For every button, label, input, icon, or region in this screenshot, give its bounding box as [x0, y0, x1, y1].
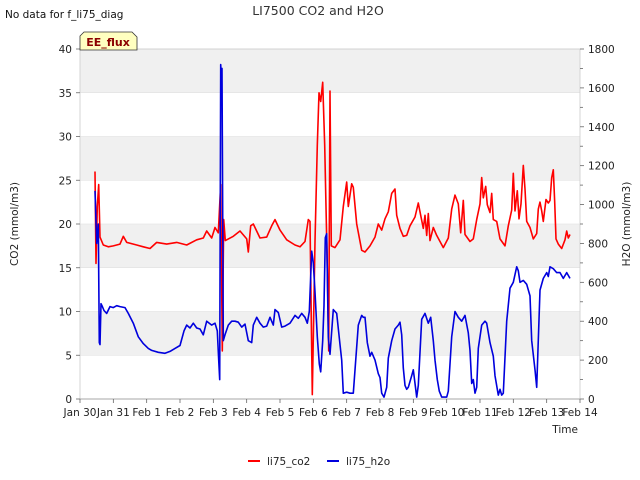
y2-tick-label: 1400	[588, 122, 615, 134]
y-tick-label: 15	[59, 263, 72, 275]
y-tick-label: 0	[65, 394, 72, 406]
x-axis-label: Time	[551, 424, 578, 436]
y2-tick-label: 1000	[588, 200, 615, 212]
y-tick-label: 30	[59, 132, 72, 144]
legend: li75_co2 li75_h2o	[248, 456, 390, 468]
no-data-note: No data for f_li75_diag	[5, 9, 123, 21]
y-tick-label: 40	[59, 44, 72, 56]
y-tick-label: 5	[65, 350, 72, 362]
x-tick-label: Feb 6	[299, 407, 328, 419]
x-tick-label: Jan 31	[96, 407, 130, 419]
chart-title: LI7500 CO2 and H2O	[252, 3, 384, 18]
x-tick-label: Feb 1	[132, 407, 161, 419]
series-layer	[94, 63, 571, 398]
y2-tick-label: 200	[588, 355, 608, 367]
y-tick-label: 25	[59, 175, 72, 187]
y-tick-label: 10	[59, 307, 72, 319]
y-tick-label: 35	[59, 88, 72, 100]
y2-tick-label: 400	[588, 316, 608, 328]
x-tick-label: Feb 14	[562, 407, 598, 419]
x-tick-label: Feb 4	[232, 407, 261, 419]
x-tick-label: Feb 11	[462, 407, 497, 419]
y-axis-label: CO2 (mmol/m3)	[9, 182, 21, 266]
plot-area	[79, 48, 581, 400]
ee-flux-badge: EE_flux	[79, 31, 138, 51]
x-tick-label: Feb 12	[496, 407, 531, 419]
x-tick-label: Feb 10	[429, 407, 464, 419]
x-tick-label: Feb 7	[332, 407, 361, 419]
y2-tick-label: 1600	[588, 83, 615, 95]
y2-axis-label: H2O (mmol/m3)	[621, 182, 633, 267]
x-tick-label: Feb 13	[529, 407, 564, 419]
y2-tick-label: 1200	[588, 161, 615, 173]
x-tick-label: Feb 3	[199, 407, 228, 419]
x-tick-label: Feb 5	[266, 407, 295, 419]
y2-tick-label: 0	[588, 394, 595, 406]
x-axis: Jan 30 Jan 31 Feb 1 Feb 2 Feb 3 Feb 4 Feb 5 Feb…	[63, 398, 598, 419]
badge-label: EE_flux	[86, 36, 130, 49]
y-tick-label: 20	[59, 219, 72, 231]
badge-shape	[79, 31, 138, 51]
x-tick-label: Feb 2	[166, 407, 195, 419]
y2-tick-label: 800	[588, 238, 608, 250]
x-tick-label: Feb 9	[399, 407, 428, 419]
y-axis-left: 0 5 10 15 20 25 30 35 40	[59, 44, 80, 406]
band	[80, 49, 580, 93]
legend-label-h2o: li75_h2o	[346, 456, 390, 468]
y2-tick-label: 600	[588, 277, 608, 289]
series-line-li75_h2o	[94, 63, 571, 398]
x-tick-label: Jan 30	[63, 407, 97, 419]
y-axis-right: 0 200 400 600 800 1000 1200 1400 1600 1800	[580, 44, 615, 406]
legend-label-co2: li75_co2	[267, 456, 310, 468]
y2-tick-label: 1800	[588, 44, 615, 56]
x-tick-label: Feb 8	[366, 407, 395, 419]
